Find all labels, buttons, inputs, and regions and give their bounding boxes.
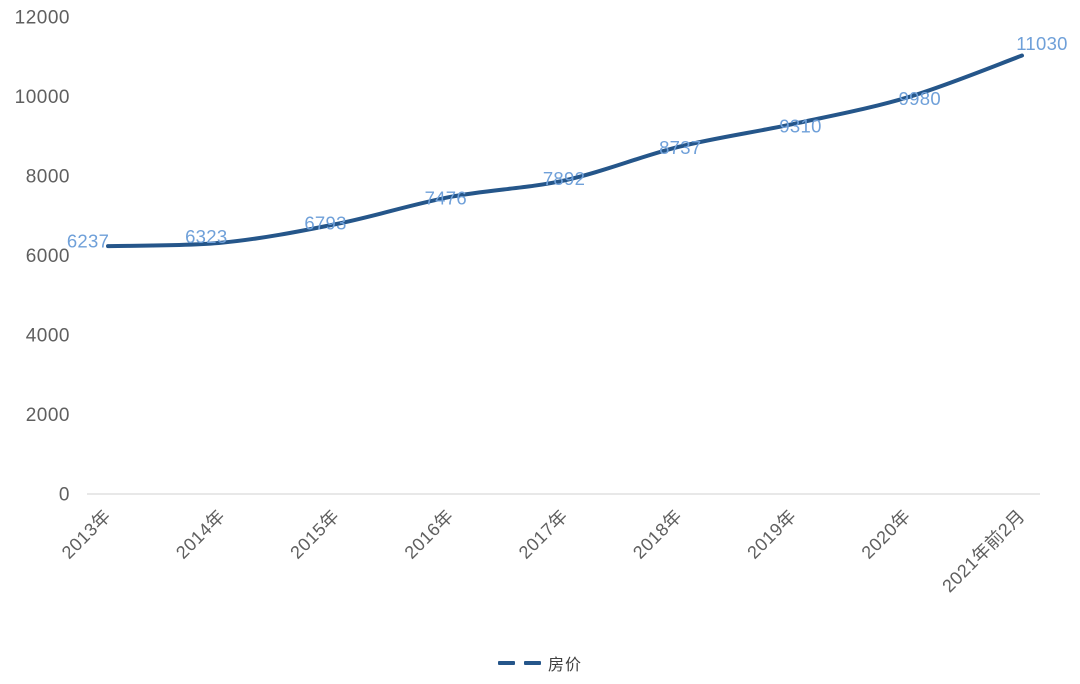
x-axis-category-label: 2020年	[858, 506, 915, 563]
x-axis-category-label: 2016年	[401, 506, 458, 563]
data-point-label: 6793	[304, 212, 346, 233]
x-axis-category-label: 2019年	[743, 506, 800, 563]
data-labels-group: 6237 6323 6793 7476 7892 8737 9310 9980 11030	[67, 33, 1068, 252]
legend-series-label: 房价	[547, 657, 582, 674]
y-axis-tick-label: 4000	[26, 326, 70, 347]
x-axis-category-label: 2018年	[629, 506, 686, 563]
legend-dashed-line-marker	[497, 660, 541, 666]
data-point-label: 7892	[543, 168, 585, 189]
y-axis-tick-label: 6000	[26, 246, 70, 267]
y-axis-tick-label: 8000	[26, 167, 70, 188]
x-axis: 2013年 2014年 2015年 2016年 2017年 2018年 2019年 2020年…	[58, 493, 1040, 597]
data-point-label: 9310	[779, 115, 821, 136]
x-axis-category-label: 2017年	[515, 506, 572, 563]
data-point-label: 6237	[67, 231, 109, 252]
data-point-label: 7476	[425, 187, 467, 208]
series-line-房价	[106, 53, 1024, 249]
x-axis-category-label: 2014年	[172, 506, 229, 563]
y-axis-tick-label: 12000	[15, 8, 70, 29]
data-point-label: 9980	[899, 88, 941, 109]
y-axis-tick-label: 2000	[26, 405, 70, 426]
y-axis-tick-label: 0	[59, 485, 70, 506]
x-axis-category-label: 2015年	[286, 506, 343, 563]
legend-dash-segment	[523, 660, 541, 666]
y-axis-tick-labels: 0 2000 4000 6000 8000 10000 12000	[15, 8, 70, 506]
data-point-label: 11030	[1016, 33, 1068, 54]
legend: 房价	[0, 652, 1080, 674]
data-point-label: 6323	[185, 226, 227, 247]
legend-dash-segment	[497, 660, 515, 666]
x-axis-category-label: 2013年	[58, 506, 115, 563]
y-axis-tick-label: 10000	[15, 87, 70, 108]
x-axis-category-label: 2021年前2月	[938, 506, 1029, 597]
data-point-label: 8737	[659, 137, 701, 158]
series-line-group	[106, 53, 1024, 249]
